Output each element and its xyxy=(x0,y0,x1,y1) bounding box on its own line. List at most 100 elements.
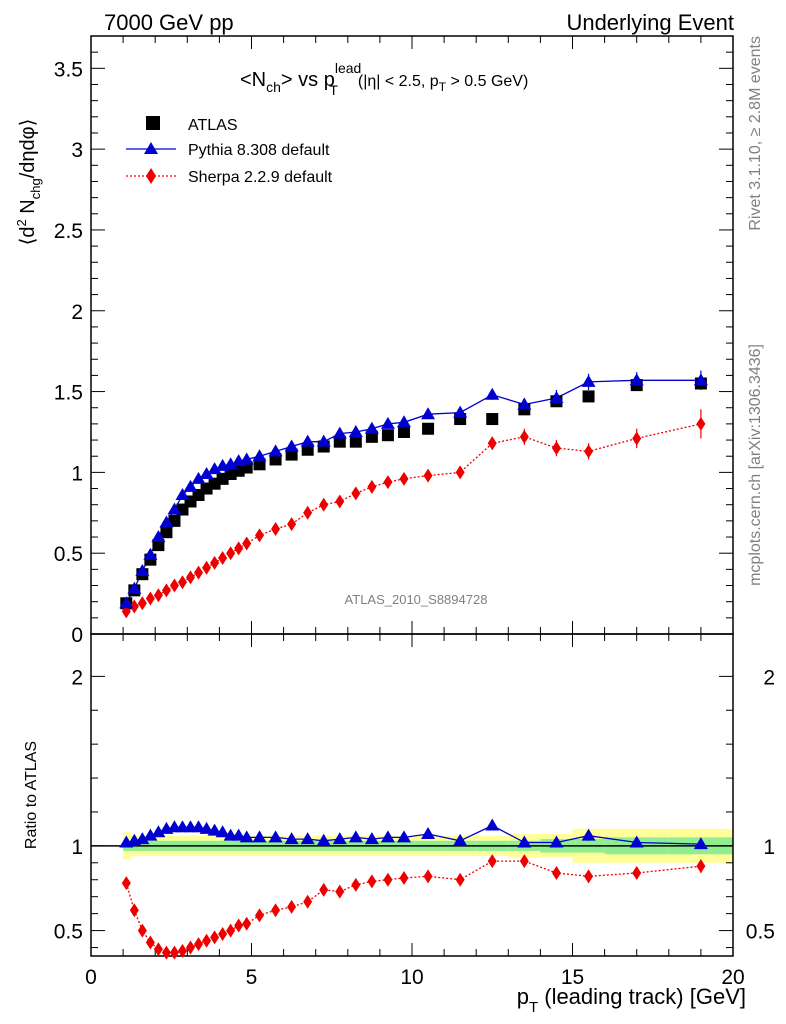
sherpa-data-point xyxy=(145,591,155,606)
atlas-data-point xyxy=(269,453,282,466)
pythia-data-point xyxy=(143,547,158,560)
pythia-data-point xyxy=(364,421,379,434)
sherpa-ratio-point xyxy=(351,877,361,892)
sherpa-ratio-point xyxy=(226,923,236,938)
sherpa-data-point xyxy=(255,528,265,543)
legend-atlas-label: ATLAS xyxy=(188,117,238,134)
sherpa-data-point xyxy=(383,475,393,490)
pythia-data-point xyxy=(396,415,411,428)
sherpa-data-point xyxy=(129,599,139,614)
atlas-data-point xyxy=(349,435,362,448)
header-right: Underlying Event xyxy=(566,10,734,35)
sherpa-ratio-point xyxy=(455,872,465,887)
sherpa-data-point xyxy=(351,486,361,501)
atlas-data-point xyxy=(486,413,499,426)
sherpa-ratio-point xyxy=(319,882,329,897)
sherpa-data-point xyxy=(177,575,187,590)
y-tick-label: 1 xyxy=(71,462,83,485)
pythia-data-point xyxy=(207,462,222,475)
atlas-data-point xyxy=(168,514,181,527)
sherpa-data-point xyxy=(303,505,313,520)
pythia-ratio-point xyxy=(549,835,564,848)
sherpa-data-point xyxy=(202,560,212,575)
pythia-ratio-point xyxy=(207,823,222,836)
atlas-data-point xyxy=(381,429,394,442)
sherpa-ratio-point xyxy=(177,943,187,958)
pythia-data-point xyxy=(549,391,564,404)
sherpa-ratio-point xyxy=(696,859,706,874)
sherpa-ratio-point xyxy=(303,894,313,909)
pythia-ratio-point xyxy=(380,830,395,843)
rivet-version-label: Rivet 3.1.10, ≥ 2.8M events xyxy=(747,36,764,231)
pythia-ratio-point xyxy=(581,828,596,841)
y-tick-label-right: 0.5 xyxy=(746,921,775,944)
y-tick-label: 2 xyxy=(71,666,83,689)
sherpa-ratio-point xyxy=(129,903,139,918)
sherpa-ratio-point xyxy=(218,926,228,941)
chart-title: <Nch> vs plead T (|η| < 2.5, pT > 0.5 GeV) xyxy=(240,60,528,98)
pythia-ratio-point xyxy=(191,820,206,833)
sherpa-data-point xyxy=(234,541,244,556)
sherpa-ratio-point xyxy=(287,899,297,914)
atlas-data-point xyxy=(333,435,346,448)
sherpa-ratio-point xyxy=(137,923,147,938)
pythia-ratio-point xyxy=(348,830,363,843)
sherpa-ratio-point xyxy=(186,940,196,955)
ratio-panel: 0.5 1 2 0.5 1 2 0 5 10 15 20 Ratio to ATLAS pT (… xyxy=(23,633,775,1016)
pythia-ratio-point xyxy=(300,832,315,845)
pythia-data-point xyxy=(581,374,596,387)
sherpa-ratio-point xyxy=(423,869,433,884)
sherpa-data-point xyxy=(551,441,561,456)
pythia-data-point xyxy=(316,434,331,447)
pythia-ratio-point xyxy=(396,830,411,843)
sherpa-ratio-point xyxy=(153,942,163,957)
pythia-data-point xyxy=(167,502,182,515)
pythia-ratio-point xyxy=(268,830,283,843)
pythia-ratio-point xyxy=(284,832,299,845)
pythia-data-point xyxy=(135,563,150,576)
sherpa-data-point xyxy=(194,565,204,580)
pythia-data-point xyxy=(629,373,644,386)
sherpa-data-point xyxy=(153,588,163,603)
pythia-data-point xyxy=(348,424,363,437)
pythia-data-point xyxy=(127,581,142,594)
sherpa-data-point xyxy=(137,596,147,611)
pythia-ratio-point xyxy=(629,835,644,848)
y-tick-label: 1.5 xyxy=(54,382,83,405)
sherpa-data-point xyxy=(287,517,297,532)
pythia-ratio-point xyxy=(364,832,379,845)
atlas-data-point xyxy=(397,425,410,438)
x-tick-label: 15 xyxy=(561,966,584,989)
y-tick-label-right: 1 xyxy=(763,836,775,859)
pythia-data-point xyxy=(159,515,174,528)
pythia-data-point xyxy=(183,479,198,492)
atlas-data-point xyxy=(285,448,298,461)
pythia-data-point xyxy=(119,596,134,609)
pythia-data-point xyxy=(252,449,267,462)
pythia-data-point xyxy=(239,452,254,465)
y-tick-label: 0 xyxy=(71,624,83,647)
pythia-ratio-point xyxy=(453,833,468,846)
sherpa-ratio-point xyxy=(145,935,155,950)
atlas-data-point xyxy=(160,526,173,539)
legend-atlas-marker xyxy=(146,116,160,130)
pythia-data-point xyxy=(421,407,436,420)
y-tick-label: 2 xyxy=(71,301,83,324)
atlas-data-point xyxy=(301,443,314,456)
pythia-ratio-point xyxy=(517,835,532,848)
pythia-ratio-point xyxy=(199,821,214,834)
y-tick-label: 3.5 xyxy=(54,58,83,81)
ratio-y-axis-label: Ratio to ATLAS xyxy=(23,741,40,849)
sherpa-ratio-point xyxy=(335,884,345,899)
sherpa-data-point xyxy=(367,479,377,494)
pythia-ratio-point xyxy=(231,828,246,841)
sherpa-ratio-point xyxy=(271,903,281,918)
x-tick-label: 5 xyxy=(246,966,258,989)
analysis-label: ATLAS_2010_S8894728 xyxy=(345,592,488,607)
sherpa-data-point xyxy=(226,546,236,561)
sherpa-data-point xyxy=(399,471,409,486)
x-tick-labels: 0 5 10 15 20 xyxy=(85,966,745,989)
pythia-data-point xyxy=(268,444,283,457)
ratio-panel-y-tick-labels-right: 0.5 1 2 xyxy=(746,666,775,943)
